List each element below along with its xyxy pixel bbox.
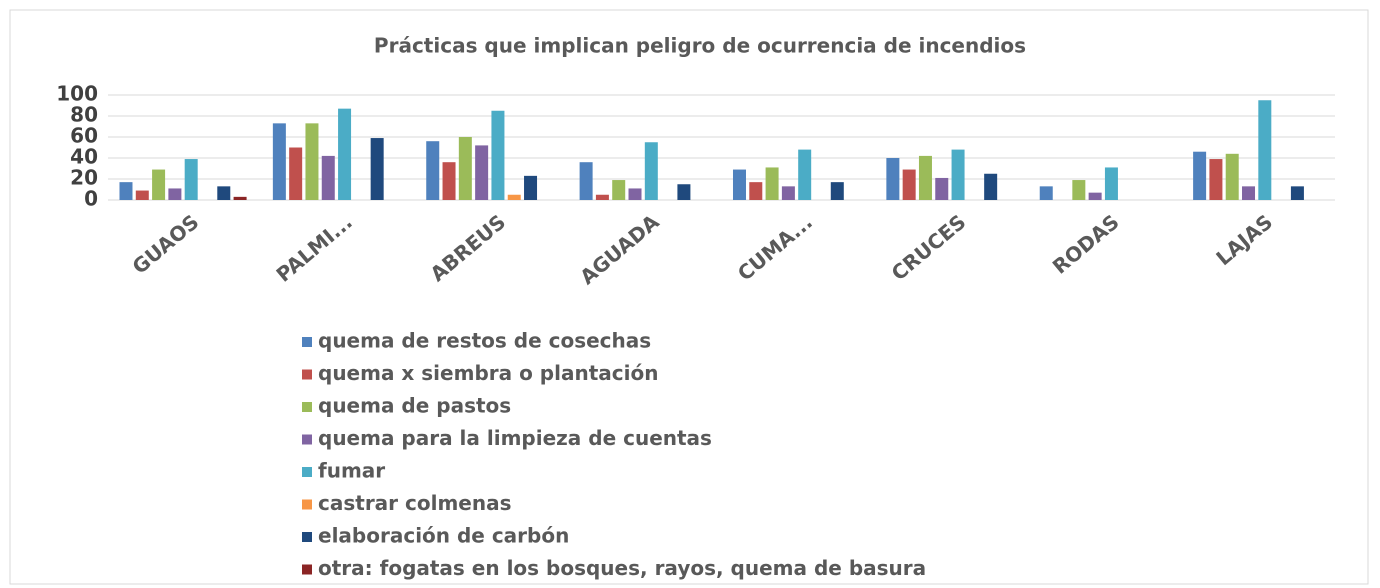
bar [233, 196, 247, 200]
bar [902, 169, 916, 200]
bar [272, 123, 286, 200]
bar [507, 194, 521, 200]
bar [644, 142, 658, 200]
bar [475, 145, 489, 200]
bar [217, 186, 231, 200]
bar [1088, 192, 1102, 200]
y-tick-label: 100 [56, 82, 98, 106]
bar [1193, 151, 1207, 200]
bar [830, 182, 844, 200]
bar [951, 149, 965, 200]
bar [595, 194, 609, 200]
legend-label: castrar colmenas [318, 491, 512, 515]
legend-swatch [302, 564, 312, 575]
y-tick-label: 60 [70, 124, 98, 148]
legend-swatch [302, 532, 312, 542]
bar [370, 138, 384, 200]
legend-swatch [302, 467, 312, 477]
bar [1258, 100, 1272, 200]
bar [984, 173, 998, 200]
bar [935, 177, 949, 200]
bar [442, 162, 456, 200]
bar [321, 155, 335, 200]
bar [1072, 180, 1086, 200]
bar [491, 110, 505, 200]
bar [765, 167, 779, 200]
y-tick-label: 80 [70, 103, 98, 127]
bar [1209, 159, 1223, 200]
bar [628, 188, 642, 200]
bar [458, 137, 472, 200]
legend-label: quema de pastos [318, 394, 511, 418]
bar [677, 184, 691, 200]
bar [426, 141, 440, 200]
chart-title: Prácticas que implican peligro de ocurre… [374, 34, 1026, 58]
legend-label: quema de restos de cosechas [318, 329, 651, 353]
chart-border [9, 9, 1369, 585]
bar [1225, 153, 1239, 200]
bar [749, 182, 763, 200]
bar [119, 182, 133, 200]
legend-swatch [302, 434, 312, 445]
legend-label: elaboración de carbón [318, 524, 569, 548]
legend-label: quema x siembra o plantación [318, 361, 658, 385]
legend-swatch [302, 337, 312, 347]
legend-label: otra: fogatas en los bosques, rayos, que… [318, 556, 926, 580]
legend-swatch [302, 369, 312, 380]
bar [1104, 167, 1118, 200]
legend-swatch [302, 402, 312, 412]
bar [781, 186, 795, 200]
bar [305, 123, 319, 200]
y-tick-label: 0 [84, 187, 98, 211]
bar [152, 169, 166, 200]
bar [524, 175, 538, 200]
bar [918, 155, 932, 200]
bar [798, 149, 812, 200]
bar [1290, 186, 1304, 200]
bar [338, 108, 352, 200]
y-tick-label: 40 [70, 145, 98, 169]
bar [579, 162, 593, 200]
legend-swatch [302, 499, 312, 510]
legend-label: fumar [318, 459, 385, 483]
bar [135, 190, 149, 200]
bar [886, 158, 900, 200]
bar [168, 188, 182, 200]
bar [289, 147, 303, 200]
bar [1242, 186, 1256, 200]
bar [184, 159, 198, 200]
bar [1039, 186, 1053, 200]
bar [732, 169, 746, 200]
y-tick-label: 20 [70, 166, 98, 190]
legend-label: quema para la limpieza de cuentas [318, 426, 712, 450]
bar [612, 180, 626, 200]
